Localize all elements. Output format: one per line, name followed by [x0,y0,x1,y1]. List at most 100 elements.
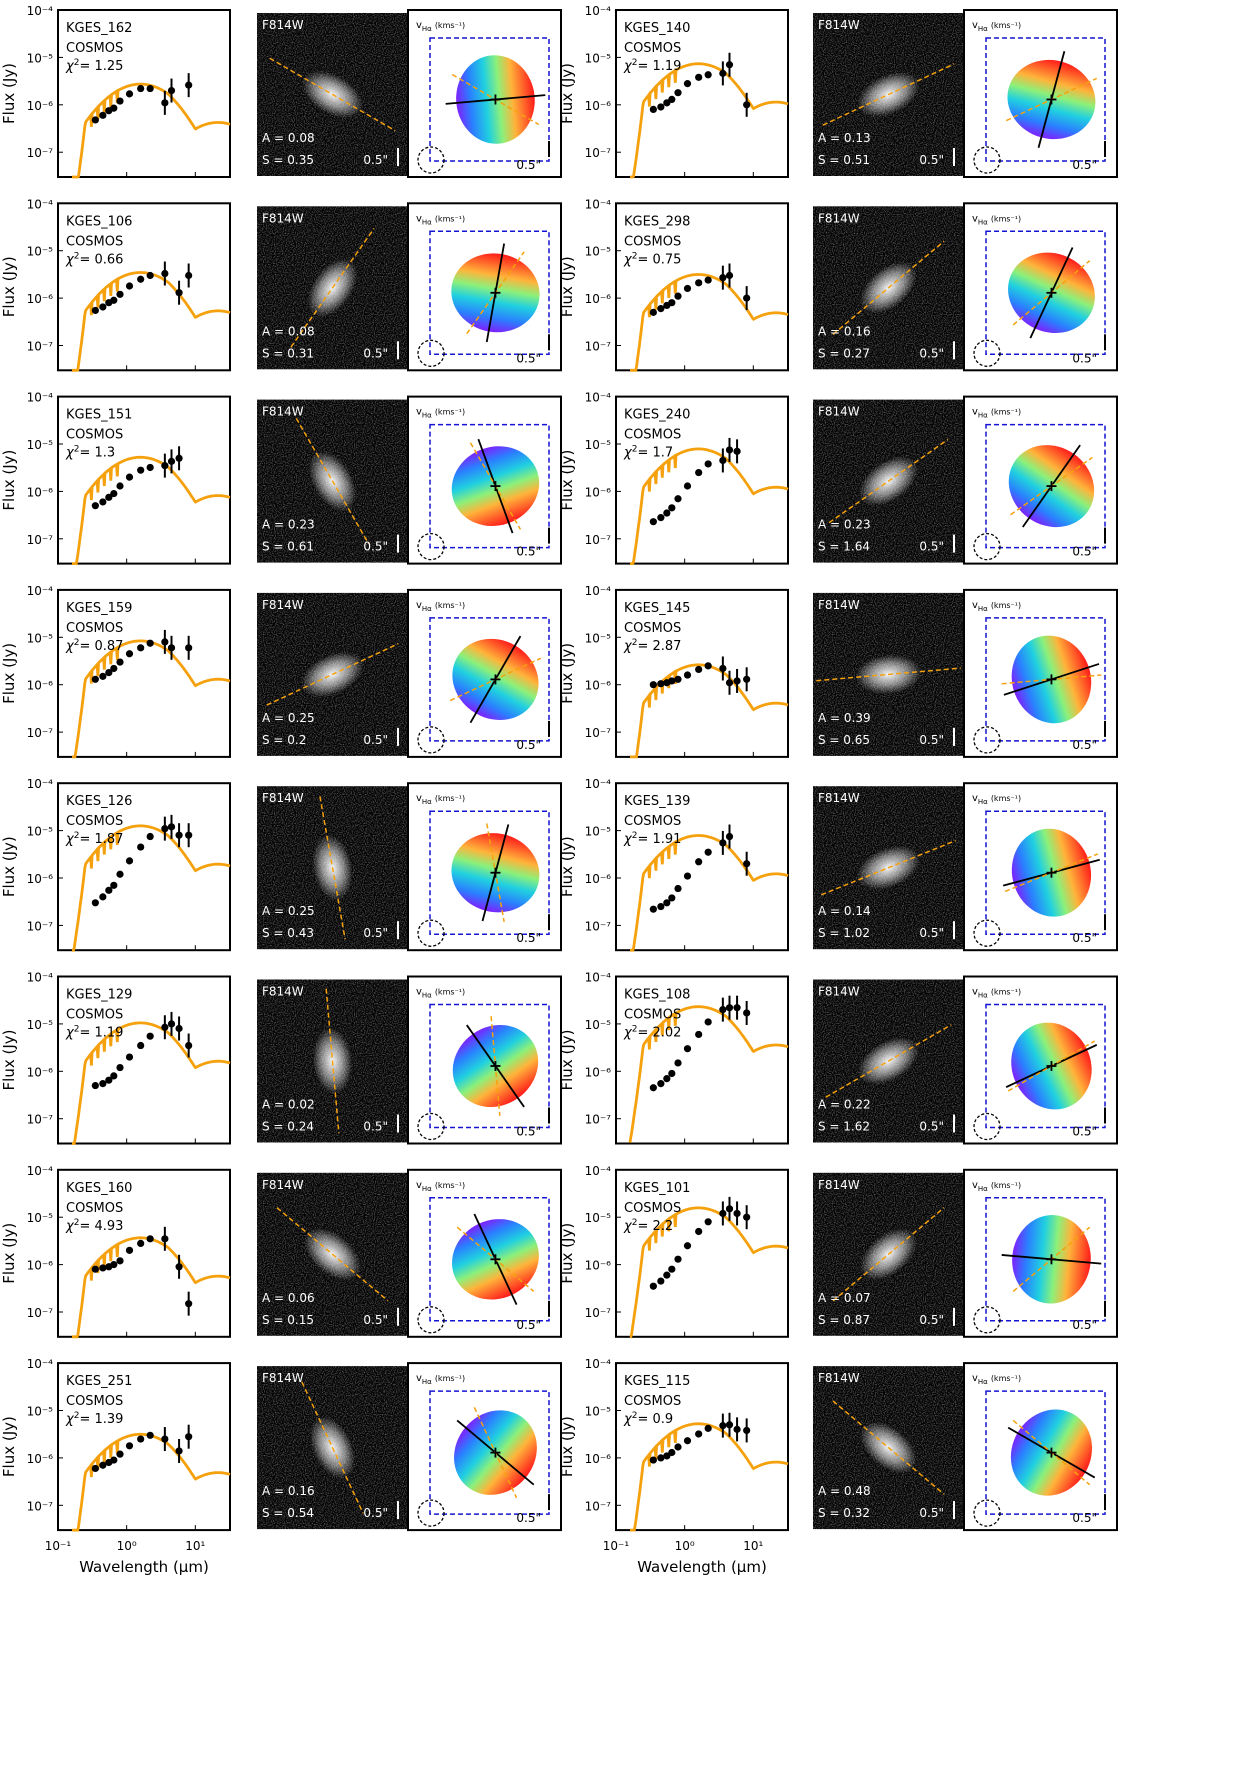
chi2-eq: = [79,1412,94,1427]
scale-bar-label: 0.5" [516,351,541,365]
photometry-point [161,99,169,107]
velocity-sub: Hα [978,1185,988,1193]
scale-bar-label: 0.5" [363,1506,388,1520]
scale-bar-label: 0.5" [516,1125,541,1139]
scale-bar-label: 0.5" [516,931,541,945]
scale-bar-label: 0.5" [919,926,944,940]
chi2-eq: = [637,1026,652,1041]
morphological-axis [266,643,399,706]
velocity-symbol: v [416,600,422,611]
sed-plot: 10⁻⁴ 10⁻⁵ 10⁻⁶ 10⁻⁷ Flux (Jy) KGES_140 COSMOS χ… [558,4,789,179]
photometry-point [719,1209,727,1218]
photometry-point [719,69,727,77]
photometry-point [146,84,154,93]
galaxy-id: KGES_129 [66,988,132,1003]
photometry-point [733,1004,741,1012]
smoothness-label: S = 0.43 [262,926,314,940]
velocity-sub: Hα [422,798,432,806]
sed-plot: 10⁻⁴ 10⁻⁵ 10⁻⁶ 10⁻⁷ Flux (Jy) KGES_145 COSMOS χ… [558,584,789,759]
photometry-point [743,1213,751,1221]
photometry-point [161,1235,169,1243]
chi2-symbol: χ [65,1219,75,1234]
chi2-value: 2.02 [652,1026,681,1041]
photometry-point [657,1277,665,1285]
photometry-point [663,509,671,517]
photometry-point [743,101,751,109]
photometry-point [663,1075,671,1083]
photometry-point [125,650,134,658]
morphological-axis [825,1024,952,1098]
photometry-point [695,858,703,866]
photometry-point [99,1264,107,1272]
hst-image-panel: F814W A = 0.25 S = 0.2 0.5" [257,592,408,756]
photometry-point [99,111,107,119]
chi2-symbol: χ [65,832,75,847]
chi2-symbol: χ [65,252,75,267]
sed-frame [615,1168,789,1338]
photometry-point [657,902,665,911]
photometry-point [725,832,734,841]
photometry-point [663,1271,671,1279]
sed-plot: 10⁻⁴ 10⁻⁵ 10⁻⁶ 10⁻⁷ Flux (Jy) KGES_160 COSMOS χ… [0,1164,231,1339]
filter-label: F814W [262,18,304,32]
chi2-label: χ2= 1.3 [65,445,115,461]
photometry-point [167,86,176,95]
velocity-map-panel: vHα (kms⁻¹) 0.5" [407,395,562,565]
asymmetry-label: A = 0.16 [818,324,871,338]
chi2-power: 2 [74,638,80,648]
sed-plot: 10⁻⁴ 10⁻⁵ 10⁻⁶ 10⁻⁷ Flux (Jy) KGES_115 COSMOS χ… [558,1357,789,1576]
photometry-point [146,1431,154,1439]
galaxy-id: KGES_126 [66,794,132,809]
chi2-label: χ2= 1.91 [623,831,681,847]
y-tick-label: 10⁻⁷ [585,533,612,547]
photometry-point [185,1433,193,1441]
photometry-point [704,662,712,670]
velocity-sub: Hα [422,1185,432,1193]
psf-circle [973,1112,1001,1141]
galaxy-panel-kges_126: 10⁻⁴ 10⁻⁵ 10⁻⁶ 10⁻⁷ Flux (Jy) KGES_126 COSMOS χ… [0,777,562,952]
chi2-value: 1.19 [94,1026,123,1041]
photometry-point [185,831,193,839]
photometry-point [668,504,676,512]
velocity-map-panel: vHα (kms⁻¹) 0.5" [963,588,1118,758]
photometry-point [649,1456,657,1464]
smoothness-label: S = 0.15 [262,1313,314,1327]
photometry-point [91,1081,99,1090]
photometry-point [116,658,124,666]
photometry-point [743,860,751,868]
sed-model-curve [72,824,231,952]
y-axis-label: Flux (Jy) [0,1223,18,1284]
velocity-map-panel: vHα (kms⁻¹) 0.5" [963,202,1118,372]
velocity-label: vHα (kms⁻¹) [972,213,1021,226]
photometry-point [167,457,176,465]
x-tick-label: 10⁰ [675,1539,695,1553]
morphological-axis [319,796,346,940]
scale-bar-label: 0.5" [516,1318,541,1332]
y-axis-label: Flux (Jy) [558,1416,576,1477]
scale-bar-label: 0.5" [919,1506,944,1520]
photometry-point [146,832,154,841]
morphological-axis [822,63,955,126]
photometry-point [695,468,703,477]
photometry-point [161,825,169,833]
smoothness-label: S = 0.31 [262,346,314,360]
asymmetry-label: A = 0.25 [262,711,315,725]
field-label: COSMOS [66,1008,123,1023]
y-tick-label: 10⁻⁷ [27,1306,54,1320]
photometry-point [649,1084,657,1092]
sed-plot: 10⁻⁴ 10⁻⁵ 10⁻⁶ 10⁻⁷ Flux (Jy) KGES_129 COSMOS χ… [0,971,231,1145]
morphological-axis [276,1207,389,1302]
scale-bar-label: 0.5" [363,153,388,167]
photometry-point [146,463,154,472]
photometry-point [663,899,671,907]
velocity-symbol: v [972,1373,978,1384]
chi2-value: 4.93 [94,1219,123,1234]
field-label: COSMOS [66,621,123,636]
hst-image-panel: F814W A = 0.23 S = 1.64 0.5" [813,399,964,563]
photometry-point [668,95,676,104]
chi2-eq: = [637,1412,652,1427]
chi2-label: χ2= 2.2 [623,1218,673,1234]
photometry-point [683,872,692,880]
psf-circle [973,1306,1001,1334]
hst-image-panel: F814W A = 0.25 S = 0.43 0.5" [257,786,408,950]
